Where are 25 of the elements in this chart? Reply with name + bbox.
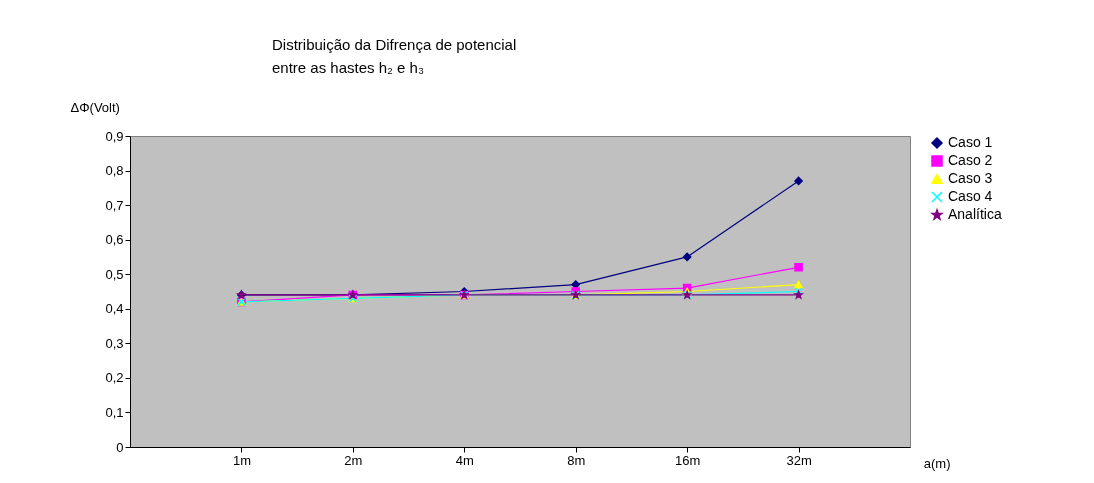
x-axis-title: a(m) bbox=[923, 455, 951, 471]
legend-label: Caso 2 bbox=[948, 152, 993, 168]
legend-label: Caso 3 bbox=[948, 170, 993, 186]
legend-label: Caso 4 bbox=[948, 188, 993, 204]
y-tick-label: 0,1 bbox=[105, 404, 124, 420]
x-tick-label: 16m bbox=[674, 452, 701, 468]
x-tick-label: 4m bbox=[455, 452, 474, 468]
x-tick-label: 1m bbox=[232, 452, 251, 468]
y-tick-label: 0,2 bbox=[105, 370, 124, 386]
x-tick-label: 8m bbox=[567, 452, 586, 468]
y-tick-label: 0 bbox=[116, 439, 124, 455]
y-axis-title: ΔΦ(Volt) bbox=[70, 99, 120, 115]
y-tick-label: 0,5 bbox=[105, 266, 124, 282]
chart-title: Distribuição da Difrença de potencial bbox=[272, 36, 517, 53]
legend-label: Analítica bbox=[948, 206, 1002, 222]
y-tick-label: 0,4 bbox=[105, 301, 124, 317]
x-tick-label: 2m bbox=[344, 452, 363, 468]
y-tick-label: 0,3 bbox=[105, 335, 124, 351]
chart-subtitle: entre as hastes h₂ e h₃ bbox=[272, 59, 425, 76]
y-tick-label: 0,8 bbox=[105, 163, 124, 179]
y-tick-label: 0,9 bbox=[105, 128, 124, 144]
y-tick-label: 0,7 bbox=[105, 197, 124, 213]
legend-label: Caso 1 bbox=[948, 134, 993, 150]
x-tick-label: 32m bbox=[786, 452, 812, 468]
y-tick-label: 0,6 bbox=[105, 232, 124, 248]
